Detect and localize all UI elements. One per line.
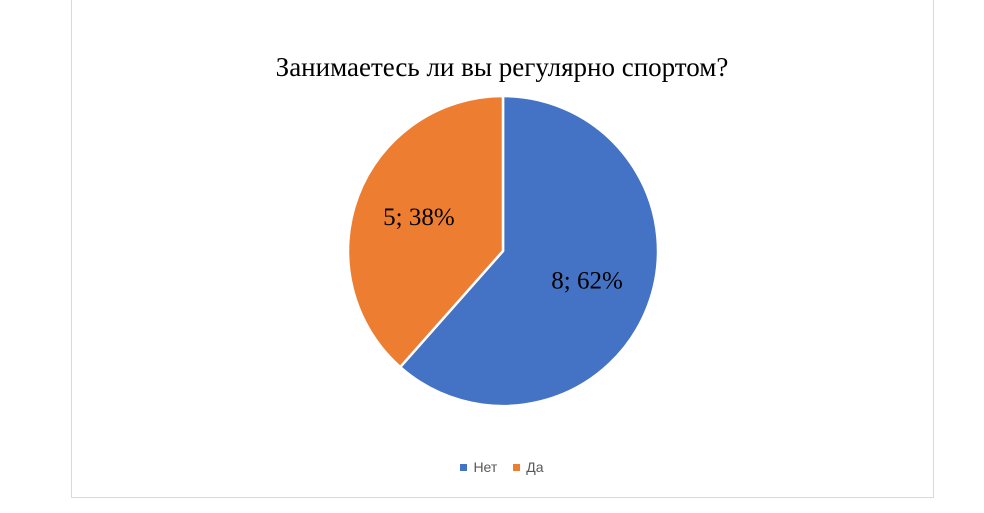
legend-label-da: Да: [526, 459, 544, 475]
pie-slice-da: [346, 94, 505, 369]
legend-swatch-da: [513, 463, 521, 471]
chart-title: Занимаетесь ли вы регулярно спортом?: [275, 52, 729, 82]
legend-swatch-net: [460, 463, 468, 471]
data-label-da: 5; 38%: [383, 204, 455, 231]
pie-data-labels: 8; 62% 5; 38%: [383, 204, 623, 295]
legend-label-net: Нет: [473, 459, 498, 475]
pie-slice-net: [398, 94, 660, 408]
data-label-net: 8; 62%: [551, 268, 623, 295]
legend-item-da: Да: [513, 459, 544, 475]
legend-item-net: Нет: [460, 459, 497, 475]
pie-slices: [346, 94, 660, 408]
chart-legend: Нет Да: [0, 459, 984, 475]
